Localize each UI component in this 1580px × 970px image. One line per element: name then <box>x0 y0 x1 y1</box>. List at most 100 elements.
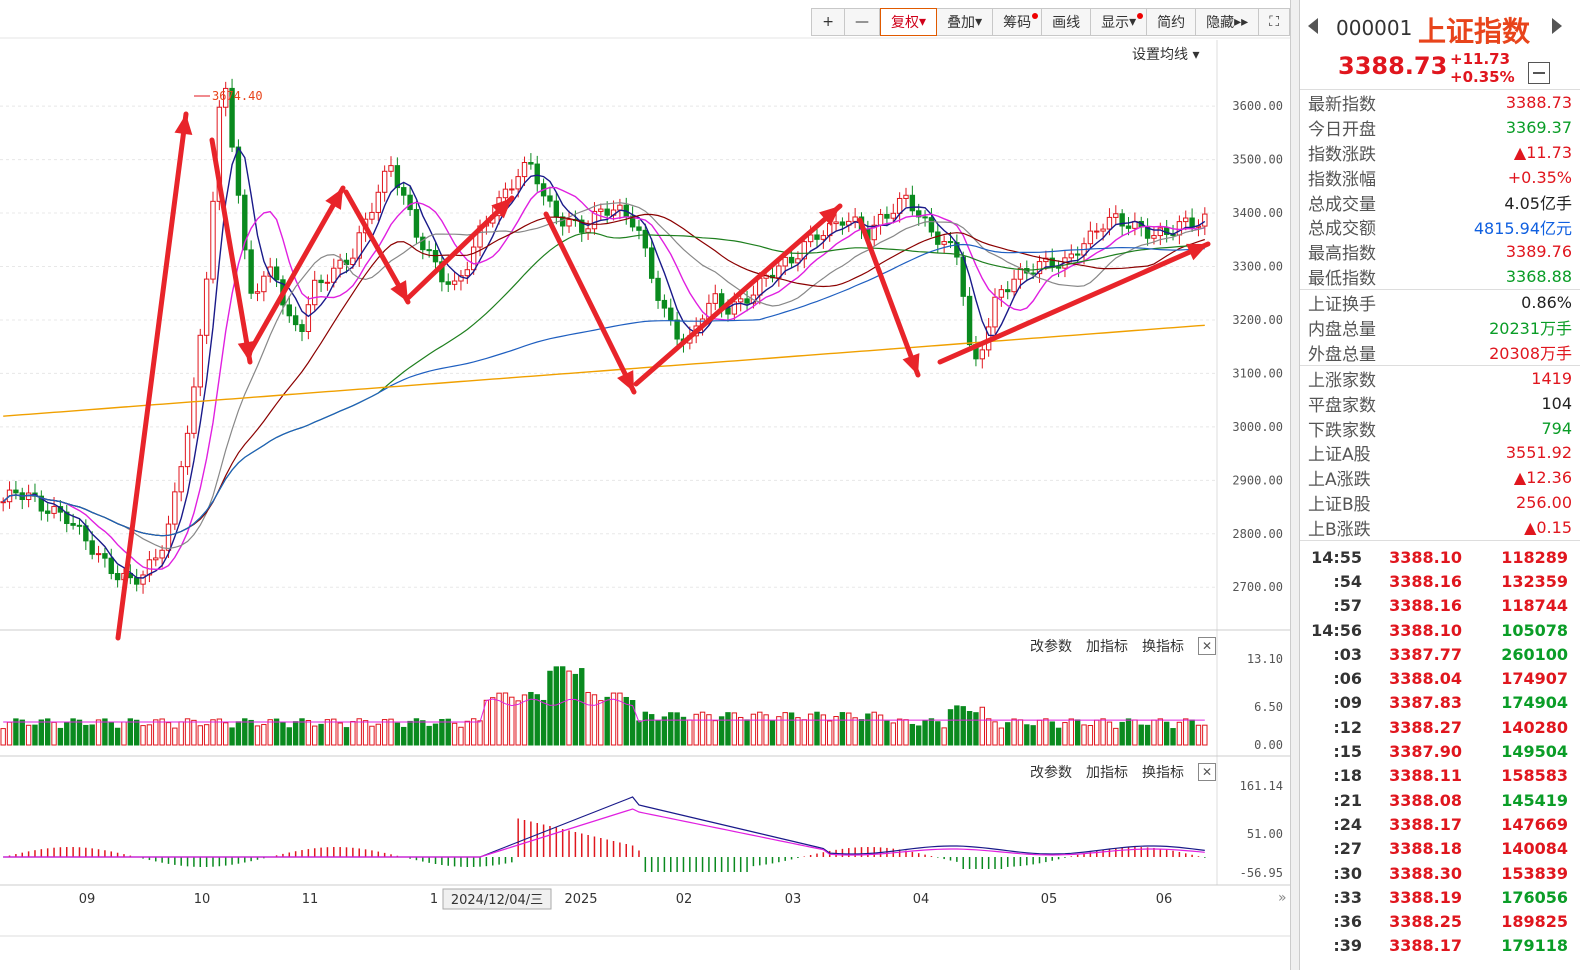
chart-area[interactable]: 3600.00 3500.00 3400.00 3300.00 3200.00 3100.… <box>0 0 1290 970</box>
next-arrow-icon[interactable] <box>1552 18 1562 34</box>
volume-bar <box>776 716 782 746</box>
candle-body <box>248 249 254 294</box>
volume-bar <box>591 694 598 746</box>
zoom-in-button[interactable]: + <box>811 8 846 36</box>
tick-time: :39 <box>1333 936 1362 956</box>
volume-bar <box>32 724 38 746</box>
zoom-out-button[interactable]: — <box>845 8 881 36</box>
candle-body <box>229 87 235 148</box>
candle-body <box>585 228 591 233</box>
volume-bar <box>668 712 674 746</box>
hide-button[interactable]: 隐藏 ▸▸ <box>1196 8 1260 36</box>
stat-value: 4815.94亿元 <box>1473 218 1572 238</box>
trend-arrow-head <box>1186 243 1208 261</box>
volume-bar <box>127 718 134 746</box>
candle-body <box>420 236 426 251</box>
price-tick-label: 3400.00 <box>1232 206 1283 220</box>
candle-body <box>470 246 477 271</box>
draw-button[interactable]: 画线 <box>1042 8 1092 36</box>
candle-body <box>445 281 451 285</box>
stat-label: 上证A股 <box>1308 445 1371 466</box>
params-button[interactable]: 改参数 <box>1030 765 1072 781</box>
candle-body <box>979 349 985 360</box>
volume-bar <box>6 721 13 746</box>
tick-volume: 105078 <box>1501 620 1568 640</box>
volume-bar <box>439 718 445 746</box>
volume-bar <box>254 725 261 746</box>
tick-volume: 158583 <box>1501 766 1568 786</box>
price-tick-label: 3600.00 <box>1232 99 1283 113</box>
fullscreen-icon[interactable]: ⛶ <box>1259 8 1290 36</box>
volume-bar <box>191 719 197 746</box>
ma-setting-button[interactable]: 设置均线 ▾ <box>1132 47 1200 63</box>
overlay-button[interactable]: 叠加 ▾ <box>937 8 994 36</box>
tick-time: :12 <box>1333 717 1362 737</box>
volume-bar <box>827 720 833 746</box>
candle-body <box>1094 230 1100 233</box>
collapse-icon[interactable] <box>1528 62 1550 84</box>
cursor-date-box <box>442 888 552 910</box>
volume-bar <box>833 716 839 746</box>
add-indicator-button[interactable]: 加指标 <box>1086 639 1128 655</box>
price-tick-label: 3000.00 <box>1232 420 1283 434</box>
tick-list[interactable]: 14:55 3388.10 118289:54 3388.16 132359:57 338… <box>1300 541 1580 959</box>
candle-body <box>579 219 585 233</box>
volume-bar <box>1119 721 1125 746</box>
volume-bar <box>432 723 439 746</box>
stat-value: ▲11.73 <box>1513 142 1572 162</box>
volume-bar <box>903 719 909 746</box>
candle-body <box>464 269 471 277</box>
close-icon[interactable]: ✕ <box>1198 763 1216 781</box>
volume-bar <box>197 725 203 746</box>
stat-label: 总成交额 <box>1308 219 1376 240</box>
volume-bar <box>331 718 337 746</box>
ma10-line <box>2 186 1205 571</box>
trend-arrow-head <box>325 188 343 210</box>
volume-bar <box>470 718 477 746</box>
tick-price: 3388.25 <box>1389 912 1462 932</box>
candle-body <box>1087 230 1094 245</box>
price-tick-label: 3100.00 <box>1232 366 1283 380</box>
volume-bar <box>757 711 763 746</box>
volume-bar <box>820 714 827 746</box>
volume-bar <box>922 719 928 746</box>
candle-body <box>547 195 553 202</box>
candle-body <box>426 249 432 252</box>
candle-body <box>0 501 6 504</box>
tick-row: :36 3388.25 189825 <box>1300 909 1580 933</box>
candle-body <box>458 275 464 282</box>
volume-bar <box>76 719 83 746</box>
display-button[interactable]: 显示 ▾ <box>1091 8 1148 36</box>
prev-arrow-icon[interactable] <box>1308 18 1318 34</box>
simple-button[interactable]: 简约 <box>1147 8 1197 36</box>
candle-body <box>1068 253 1075 259</box>
volume-bar <box>146 724 153 746</box>
chip-button[interactable]: 筹码 <box>993 8 1043 36</box>
price-tick-label: 3200.00 <box>1232 313 1283 327</box>
volume-bar <box>877 714 884 746</box>
candle-body <box>566 219 572 227</box>
panel-splitter[interactable] <box>1290 0 1300 970</box>
volume-bar <box>979 706 985 746</box>
fuquan-button[interactable]: 复权 ▾ <box>880 8 938 36</box>
tick-time: :27 <box>1333 839 1362 859</box>
trend-arrow-head <box>902 353 920 375</box>
tick-volume: 147669 <box>1501 814 1568 834</box>
volume-bar <box>585 691 591 746</box>
add-indicator-button[interactable]: 加指标 <box>1086 765 1128 781</box>
tick-volume: 189825 <box>1501 912 1568 932</box>
volume-bar <box>572 673 579 746</box>
volume-bar <box>871 711 877 746</box>
candle-body <box>788 256 795 264</box>
kline-chart[interactable]: 3600.00 3500.00 3400.00 3300.00 3200.00 3100.… <box>0 0 1290 970</box>
tick-row: :57 3388.16 118744 <box>1300 594 1580 618</box>
change-pct: +0.35% <box>1450 68 1515 86</box>
switch-indicator-button[interactable]: 换指标 <box>1142 639 1184 655</box>
volume-bar <box>337 722 343 746</box>
tick-price: 3388.19 <box>1389 887 1462 907</box>
volume-bar <box>38 719 45 746</box>
params-button[interactable]: 改参数 <box>1030 639 1072 655</box>
volume-bar <box>642 711 649 746</box>
close-icon[interactable]: ✕ <box>1198 637 1216 655</box>
switch-indicator-button[interactable]: 换指标 <box>1142 765 1184 781</box>
